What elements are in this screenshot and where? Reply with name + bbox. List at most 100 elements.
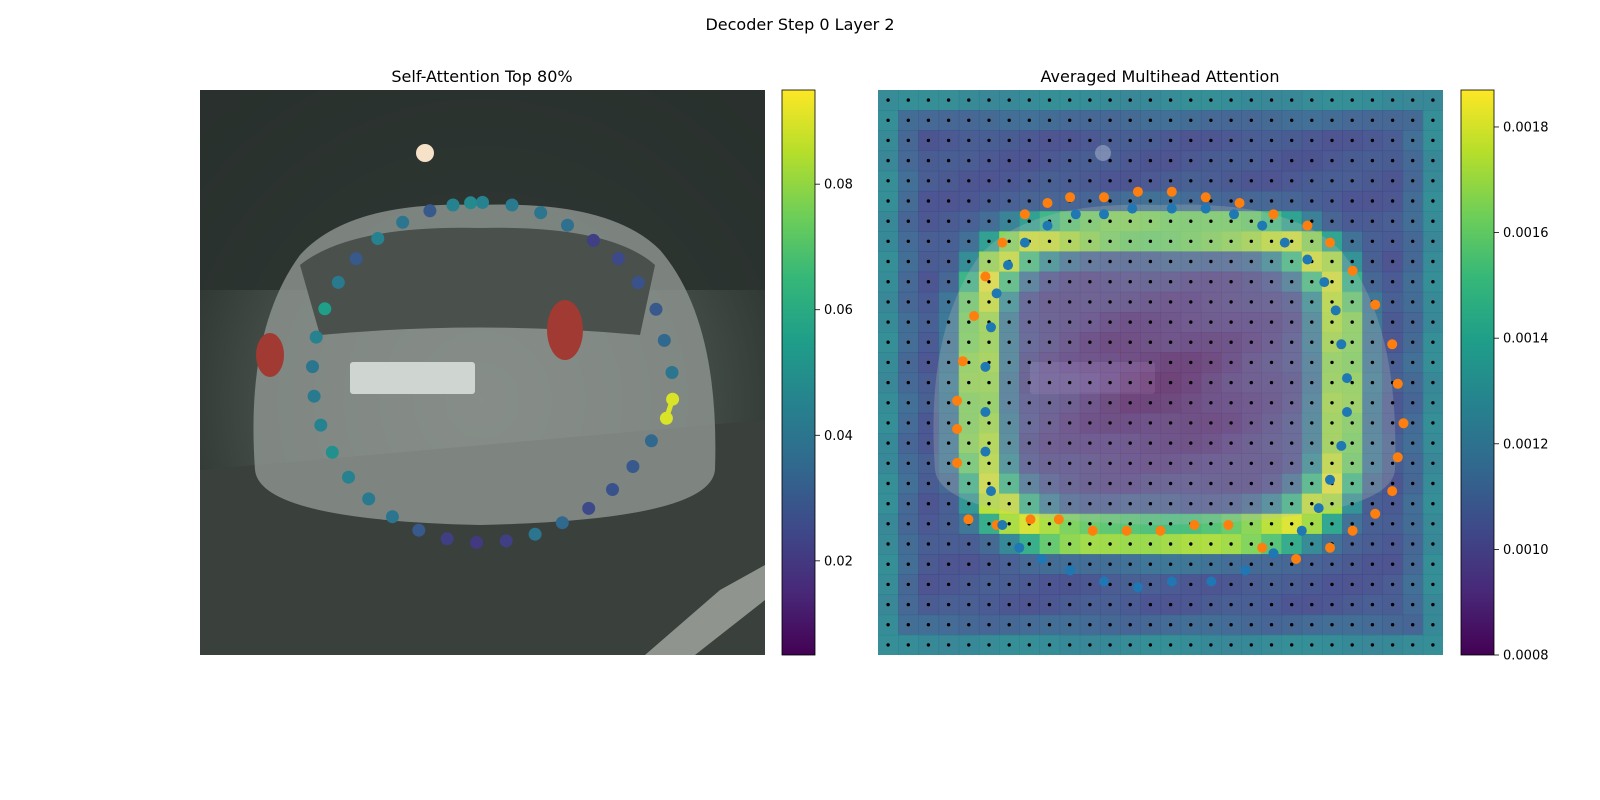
grid-dot [886,320,890,324]
grid-dot [1047,300,1052,304]
grid-dot [1269,441,1274,445]
grid-dot [1310,461,1314,465]
grid-dot [1390,441,1395,445]
grid-dot [1148,138,1153,143]
grid-dot [1007,461,1011,465]
grid-dot [1229,360,1233,365]
grid-dot [1027,623,1032,627]
grid-dot [1370,158,1375,163]
grid-dot [1027,219,1032,223]
grid-dot [987,643,991,647]
grid-dot [967,98,971,102]
reference-contour-point [986,322,996,333]
grid-dot [1209,602,1213,607]
grid-dot [1290,199,1294,203]
grid-dot [1370,461,1375,465]
self-attention-point [528,527,542,541]
grid-dot [1209,199,1213,203]
grid-dot [1027,602,1032,607]
grid-dot [1290,179,1294,183]
grid-dot [906,461,910,465]
grid-dot [1370,542,1375,546]
self-attention-point [665,366,679,379]
grid-dot [1007,280,1011,284]
grid-dot [1027,421,1032,425]
grid-dot [1249,98,1254,102]
grid-dot [1390,280,1395,284]
self-attention-point [666,392,680,406]
grid-dot [1431,421,1435,425]
grid-dot [1310,623,1314,627]
grid-dot [967,502,971,506]
grid-dot [886,199,890,203]
grid-dot [1068,360,1072,365]
grid-dot [1108,138,1112,143]
grid-dot [1128,643,1132,647]
grid-dot [987,401,991,405]
reference-contour-point [991,288,1002,299]
grid-dot [987,199,991,203]
grid-dot [1350,502,1354,506]
grid-dot [886,602,890,607]
grid-dot [1350,300,1354,304]
predicted-contour-point [1087,525,1098,536]
grid-dot [886,623,890,627]
grid-dot [926,421,931,425]
grid-dot [1290,421,1294,425]
grid-dot [946,98,951,102]
grid-dot [1189,360,1193,365]
grid-dot [1007,340,1011,344]
grid-dot [1047,380,1052,385]
grid-dot [1249,421,1254,425]
grid-dot [1330,522,1334,526]
grid-dot [1189,582,1193,587]
grid-dot [906,481,910,486]
grid-dot [1269,502,1274,506]
grid-dot [1350,602,1354,607]
grid-dot [1310,138,1314,143]
grid-dot [1350,562,1354,566]
grid-dot [1068,602,1072,607]
grid-dot [1390,138,1395,143]
grid-dot [886,280,890,284]
grid-dot [1088,158,1092,163]
grid-dot [1249,360,1254,365]
grid-dot [1148,481,1153,486]
grid-dot [1390,320,1395,324]
grid-dot [1108,602,1112,607]
grid-dot [1027,158,1032,163]
grid-dot [1269,340,1274,344]
grid-dot [1088,643,1092,647]
grid-dot [926,179,931,183]
reference-contour-point [1099,576,1109,587]
grid-dot [1209,98,1213,102]
grid-dot [1128,280,1132,284]
grid-dot [987,623,991,627]
grid-dot [1290,441,1294,445]
grid-dot [1128,239,1132,243]
grid-dot [987,98,991,102]
grid-dot [1128,380,1132,385]
predicted-contour-point [1042,198,1053,208]
grid-dot [1330,138,1334,143]
grid-dot [1128,179,1132,183]
grid-dot [1290,219,1294,223]
grid-dot [1390,199,1395,203]
grid-dot [1290,259,1294,264]
grid-dot [1047,522,1052,526]
multihead-attention-panel: Averaged Multihead Attention [878,67,1443,655]
grid-dot [1168,421,1173,425]
grid-dot [1411,562,1415,566]
grid-dot [1370,219,1375,223]
grid-dot [1229,98,1233,102]
self-attention-background-photo [200,90,765,655]
grid-dot [1431,138,1435,143]
grid-dot [886,300,890,304]
grid-dot [1209,118,1213,123]
grid-dot [1209,401,1213,405]
grid-dot [1209,643,1213,647]
grid-dot [1310,280,1314,284]
grid-dot [1330,401,1334,405]
grid-dot [1088,118,1092,123]
grid-dot [1168,340,1173,344]
